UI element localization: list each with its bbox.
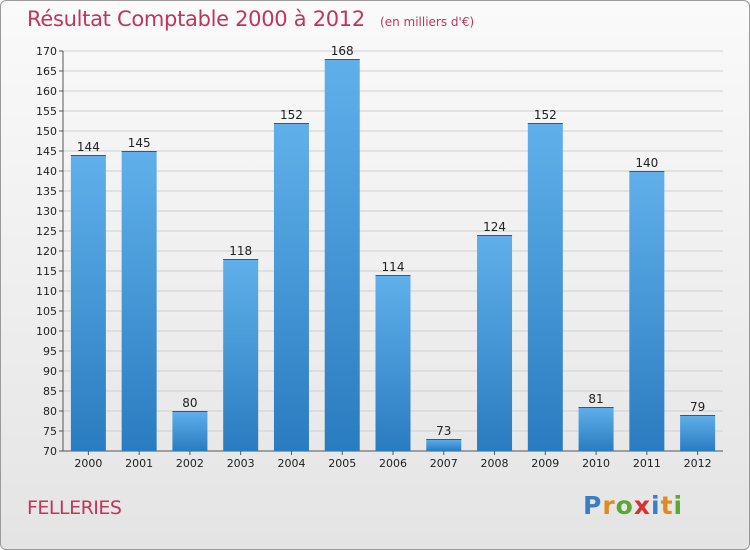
y-tick-label: 115 (36, 265, 57, 278)
data-label: 73 (436, 424, 451, 438)
chart-title: Résultat Comptable 2000 à 2012 (en milli… (27, 7, 474, 31)
data-label: 140 (635, 156, 658, 170)
y-tick-label: 100 (36, 325, 57, 338)
chart-title-text: Résultat Comptable 2000 à 2012 (27, 7, 365, 31)
y-tick-label: 110 (36, 285, 57, 298)
x-tick-label: 2004 (277, 457, 305, 470)
y-tick-label: 80 (43, 405, 57, 418)
y-tick-label: 140 (36, 165, 57, 178)
logo-letter: x (633, 491, 651, 520)
x-tick-label: 2006 (379, 457, 407, 470)
y-tick-label: 95 (43, 345, 57, 358)
logo-letter: P (583, 491, 603, 520)
bar (375, 275, 411, 451)
x-tick-label: 2005 (328, 457, 356, 470)
bar (273, 123, 309, 451)
proxiti-logo[interactable]: Proxiti (583, 491, 683, 520)
y-tick-label: 105 (36, 305, 57, 318)
y-tick-label: 145 (36, 145, 57, 158)
data-label: 152 (280, 108, 303, 122)
logo-letter: i (673, 491, 684, 520)
y-tick-label: 160 (36, 85, 57, 98)
data-label: 118 (229, 244, 252, 258)
bar (223, 259, 259, 451)
data-label: 124 (483, 220, 506, 234)
y-tick-label: 150 (36, 125, 57, 138)
data-label: 114 (382, 260, 405, 274)
chart-unit: (en milliers d'€) (380, 15, 475, 29)
bar (172, 411, 208, 451)
y-tick-label: 85 (43, 385, 57, 398)
data-label: 80 (182, 396, 197, 410)
x-tick-label: 2007 (430, 457, 458, 470)
data-label: 81 (588, 392, 603, 406)
bar (70, 155, 106, 451)
bar (629, 171, 665, 451)
y-tick-label: 130 (36, 205, 57, 218)
y-tick-label: 125 (36, 225, 57, 238)
y-tick-label: 75 (43, 425, 57, 438)
y-tick-label: 135 (36, 185, 57, 198)
x-tick-label: 2002 (176, 457, 204, 470)
bar (426, 439, 462, 451)
y-tick-label: 155 (36, 105, 57, 118)
logo-letter: o (615, 491, 634, 520)
x-tick-label: 2011 (633, 457, 661, 470)
logo-letter: i (651, 491, 661, 520)
town-name: FELLERIES (27, 497, 122, 519)
y-tick-label: 170 (36, 45, 57, 58)
y-tick-label: 70 (43, 445, 57, 458)
bar (324, 59, 360, 451)
data-label: 168 (331, 44, 354, 58)
data-label: 145 (128, 136, 151, 150)
x-tick-label: 2009 (531, 457, 559, 470)
x-tick-label: 2010 (582, 457, 610, 470)
bar (527, 123, 563, 451)
x-tick-label: 2003 (227, 457, 255, 470)
bar (578, 407, 614, 451)
bar (680, 415, 716, 451)
bar (121, 151, 157, 451)
data-label: 79 (690, 400, 705, 414)
y-tick-label: 120 (36, 245, 57, 258)
y-tick-label: 90 (43, 365, 57, 378)
data-label: 152 (534, 108, 557, 122)
y-tick-label: 165 (36, 65, 57, 78)
x-tick-label: 2012 (684, 457, 712, 470)
logo-letter: r (602, 491, 616, 520)
bar (477, 235, 513, 451)
x-tick-label: 2008 (481, 457, 509, 470)
data-label: 144 (77, 140, 100, 154)
x-tick-label: 2000 (74, 457, 102, 470)
x-tick-label: 2001 (125, 457, 153, 470)
logo-letter: t (660, 491, 674, 520)
